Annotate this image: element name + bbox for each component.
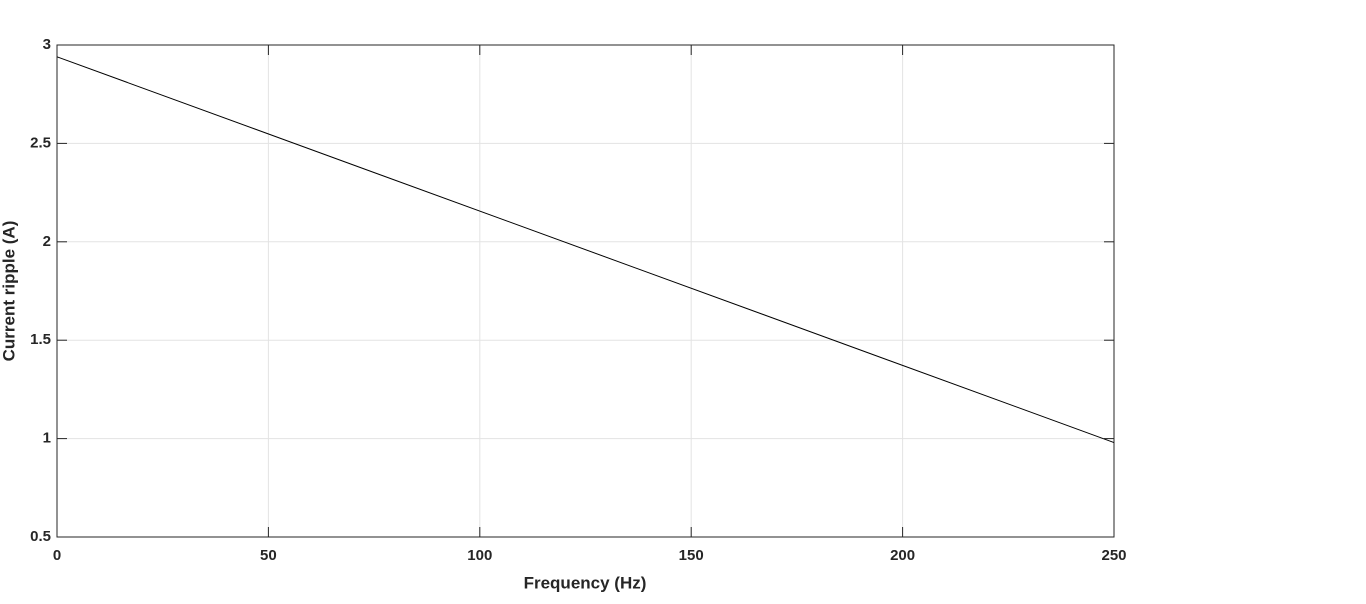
x-tick-label: 150: [679, 547, 704, 564]
y-tick-label: 1.5: [30, 331, 51, 348]
y-tick-label: 3: [43, 36, 51, 53]
data-line: [56, 56, 1115, 444]
x-tick-label: 0: [53, 547, 61, 564]
x-axis-title: Frequency (Hz): [524, 573, 647, 592]
axes-box: [56, 44, 1115, 538]
plot-area: [57, 45, 1114, 537]
y-tick-label: 1: [43, 430, 51, 447]
y-tick-label: 0.5: [30, 528, 51, 545]
x-tick-label: 100: [467, 547, 492, 564]
y-tick-label: 2.5: [30, 134, 51, 151]
x-tick-label: 200: [890, 547, 915, 564]
y-tick-label: 2: [43, 233, 51, 250]
y-axis-title: Current ripple (A): [0, 221, 18, 362]
x-tick-label: 250: [1101, 547, 1126, 564]
x-tick-label: 50: [260, 547, 277, 564]
